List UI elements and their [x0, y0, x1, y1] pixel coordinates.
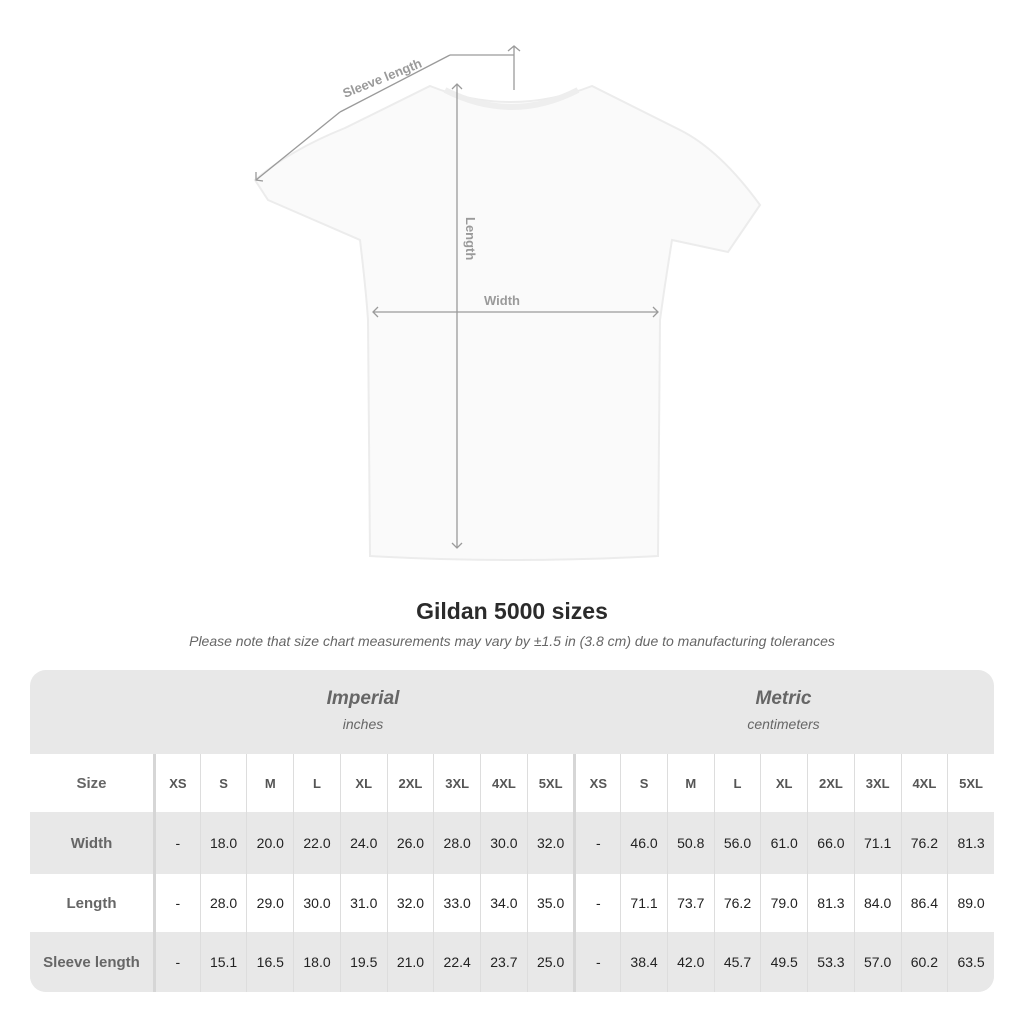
- table-cell: 56.0: [713, 812, 761, 874]
- table-cell: 53.3: [807, 932, 854, 992]
- table-cell: 57.0: [853, 932, 901, 992]
- length-label: Length: [463, 217, 478, 260]
- metric-unit: centimeters: [747, 716, 820, 732]
- size-header-cell: 5XL: [947, 754, 994, 812]
- table-cell: 18.0: [293, 932, 340, 992]
- table-cell: 73.7: [666, 874, 714, 932]
- table-cell: 30.0: [480, 812, 527, 874]
- row-label: Size: [76, 774, 107, 792]
- size-header-cell: 5XL: [526, 754, 574, 812]
- imperial-title: Imperial: [326, 688, 400, 709]
- size-header-cell: XS: [573, 754, 620, 812]
- table-cell: 79.0: [760, 874, 807, 932]
- table-cell: -: [153, 874, 200, 932]
- table-cell: 28.0: [199, 874, 247, 932]
- table-cell: 34.0: [480, 874, 527, 932]
- table-cell: 81.3: [947, 812, 994, 874]
- table-cell: 29.0: [246, 874, 293, 932]
- table-cell: 81.3: [807, 874, 854, 932]
- table-cell: -: [573, 812, 620, 874]
- table-cell: 18.0: [199, 812, 247, 874]
- size-table: Imperial inches Metric centimeters Size X…: [30, 670, 994, 992]
- table-cell: -: [573, 874, 620, 932]
- table-cell: 26.0: [386, 812, 434, 874]
- table-cell: 42.0: [666, 932, 714, 992]
- table-cell: 22.4: [433, 932, 480, 992]
- tshirt-shape: [253, 84, 762, 561]
- table-cell: 33.0: [433, 874, 480, 932]
- table-cell: 76.2: [713, 874, 761, 932]
- size-header-cell: 4XL: [480, 754, 527, 812]
- metric-header: Metric centimeters: [573, 670, 994, 754]
- table-cell: 32.0: [386, 874, 434, 932]
- table-cell: 35.0: [526, 874, 574, 932]
- table-cell: 24.0: [339, 812, 387, 874]
- table-cell: 16.5: [246, 932, 293, 992]
- table-cell: 30.0: [293, 874, 340, 932]
- size-header-cell: L: [293, 754, 340, 812]
- size-header-cell: 2XL: [386, 754, 434, 812]
- tshirt-diagram: Sleeve length Length Width: [253, 45, 762, 561]
- table-row: Sleeve length -15.1 16.5 18.0 19.5 21.0 22.4 23…: [30, 932, 994, 992]
- size-header-cell: S: [620, 754, 667, 812]
- table-cell: 49.5: [760, 932, 807, 992]
- table-cell: 28.0: [433, 812, 480, 874]
- imperial-header: Imperial inches: [153, 670, 573, 754]
- table-cell: 45.7: [713, 932, 761, 992]
- table-cell: 32.0: [526, 812, 574, 874]
- table-cell: -: [153, 812, 200, 874]
- table-cell: 20.0: [246, 812, 293, 874]
- table-cell: 46.0: [620, 812, 667, 874]
- size-header-cell: XL: [760, 754, 807, 812]
- table-cell: -: [153, 932, 200, 992]
- table-cell: 21.0: [386, 932, 434, 992]
- table-cell: 23.7: [480, 932, 527, 992]
- table-cell: 71.1: [853, 812, 901, 874]
- table-cell: 66.0: [807, 812, 854, 874]
- size-header-cell: XL: [339, 754, 387, 812]
- table-row: Length -28.0 29.0 30.0 31.0 32.0 33.0 34.0 35.0-…: [30, 874, 994, 932]
- table-cell: 19.5: [339, 932, 387, 992]
- size-header-cell: S: [199, 754, 247, 812]
- table-cell: 50.8: [666, 812, 714, 874]
- imperial-unit: inches: [342, 716, 384, 732]
- chart-title: Gildan 5000 sizes: [416, 598, 608, 624]
- size-header-cell: M: [246, 754, 293, 812]
- metric-title: Metric: [755, 688, 812, 709]
- table-cell: 31.0: [339, 874, 387, 932]
- tolerance-note: Please note that size chart measurements…: [189, 633, 835, 649]
- row-label: Width: [70, 834, 113, 852]
- size-header-cell: 3XL: [433, 754, 480, 812]
- size-header-cell: L: [713, 754, 761, 812]
- table-cell: 38.4: [620, 932, 667, 992]
- table-cell: 15.1: [199, 932, 247, 992]
- table-cell: 60.2: [900, 932, 948, 992]
- table-cell: 63.5: [947, 932, 994, 992]
- width-label: Width: [484, 293, 520, 308]
- row-label: Sleeve length: [43, 953, 140, 971]
- size-header-cell: 2XL: [807, 754, 854, 812]
- table-row: Width -18.0 20.0 22.0 24.0 26.0 28.0 30.0 32.0-4…: [30, 812, 994, 874]
- table-cell: -: [573, 932, 620, 992]
- table-cell: 25.0: [526, 932, 574, 992]
- sleeve-length-label: Sleeve length: [341, 55, 424, 100]
- size-header-cell: 4XL: [900, 754, 948, 812]
- table-cell: 89.0: [947, 874, 994, 932]
- size-header-cell: 3XL: [853, 754, 901, 812]
- row-label: Length: [66, 894, 117, 912]
- table-cell: 61.0: [760, 812, 807, 874]
- table-cell: 22.0: [293, 812, 340, 874]
- table-cell: 84.0: [853, 874, 901, 932]
- size-header-row: Size XS S M L XL 2XL 3XL 4XL 5XL XS S M L XL 2XL 3XL 4XL 5…: [30, 754, 994, 812]
- size-header-cell: XS: [153, 754, 200, 812]
- table-cell: 86.4: [900, 874, 948, 932]
- table-cell: 76.2: [900, 812, 948, 874]
- size-header-cell: M: [666, 754, 714, 812]
- table-cell: 71.1: [620, 874, 667, 932]
